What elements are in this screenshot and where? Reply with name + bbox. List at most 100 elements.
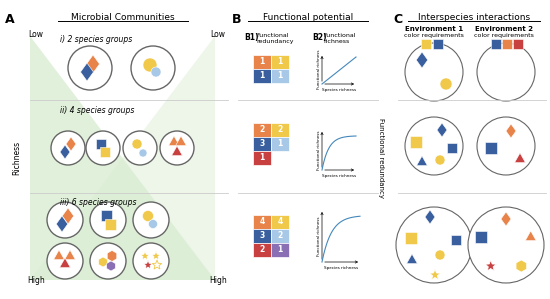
Text: i) 2 species groups: i) 2 species groups [60,35,132,44]
Bar [513,39,523,49]
Bar [451,235,461,245]
Text: color requirements: color requirements [404,33,464,38]
Bar [271,229,289,243]
Text: B2): B2) [312,33,327,42]
Polygon shape [416,52,428,68]
Polygon shape [80,63,94,81]
Circle shape [468,207,544,283]
Circle shape [396,207,472,283]
Circle shape [131,46,175,90]
Text: Species richness: Species richness [322,88,356,92]
Bar [485,142,497,154]
Text: Environment 1: Environment 1 [405,26,463,32]
Polygon shape [66,137,76,151]
Bar [475,231,487,243]
Circle shape [440,78,452,90]
Polygon shape [143,260,153,269]
Polygon shape [515,153,525,163]
Polygon shape [30,36,215,280]
Polygon shape [516,260,526,272]
Text: Microbial Communities: Microbial Communities [71,13,175,22]
Text: A: A [5,13,15,26]
Circle shape [123,131,157,165]
Circle shape [477,117,535,175]
Bar [253,229,271,243]
Polygon shape [175,136,186,146]
Bar [253,243,271,257]
Text: Low: Low [211,30,226,39]
Polygon shape [64,250,75,260]
Text: iii) 6 species groups: iii) 6 species groups [60,198,136,207]
Text: 1: 1 [260,71,265,80]
Circle shape [160,131,194,165]
Polygon shape [485,260,497,271]
Text: High: High [209,276,227,285]
Bar [491,39,501,49]
Polygon shape [506,124,516,138]
Text: High: High [27,276,45,285]
Polygon shape [62,208,74,224]
Bar [502,39,512,49]
Bar [253,69,271,83]
Circle shape [133,243,169,279]
Bar [253,123,271,137]
Circle shape [151,67,161,77]
Circle shape [148,219,157,228]
Polygon shape [151,251,161,260]
Text: B1): B1) [244,33,258,42]
Bar [271,243,289,257]
Text: Species richness: Species richness [322,174,356,178]
Circle shape [405,117,463,175]
Text: Environment 2: Environment 2 [475,26,533,32]
Bar [271,215,289,229]
Bar [271,69,289,83]
Polygon shape [86,55,100,73]
Circle shape [47,243,83,279]
Bar [96,139,106,149]
Text: B: B [232,13,241,26]
Circle shape [47,202,83,238]
Text: Richness: Richness [13,141,21,175]
Polygon shape [30,36,215,280]
Polygon shape [53,250,64,260]
Text: 1: 1 [277,245,283,254]
Text: 2: 2 [260,126,265,135]
Bar [253,137,271,151]
Circle shape [90,243,126,279]
Text: 3: 3 [260,231,265,240]
Polygon shape [525,231,536,241]
Polygon shape [107,251,117,262]
Bar [405,232,417,244]
Text: 1: 1 [277,140,283,149]
Text: ii) 4 species groups: ii) 4 species groups [60,106,134,115]
Text: Low: Low [29,30,43,39]
Text: 4: 4 [260,217,265,227]
Circle shape [477,43,535,101]
Text: 4: 4 [277,217,283,227]
Bar [253,55,271,69]
Bar [100,147,110,157]
Text: 1: 1 [260,153,265,162]
Polygon shape [169,136,179,146]
Bar [433,39,443,49]
Circle shape [90,202,126,238]
Text: Functional richness: Functional richness [316,130,321,170]
Bar [104,219,116,230]
Polygon shape [59,258,70,268]
Text: 2: 2 [277,126,283,135]
Text: 3: 3 [260,140,265,149]
Polygon shape [56,216,68,232]
Circle shape [435,250,445,260]
Bar [447,143,457,153]
Polygon shape [406,254,417,264]
Polygon shape [140,251,150,260]
Polygon shape [172,146,183,155]
Circle shape [405,43,463,101]
Circle shape [143,58,157,72]
Bar [271,123,289,137]
Bar [253,151,271,165]
Text: 1: 1 [277,57,283,66]
Text: color requirements: color requirements [474,33,534,38]
Polygon shape [60,145,70,159]
Text: Functional richness: Functional richness [316,49,321,89]
